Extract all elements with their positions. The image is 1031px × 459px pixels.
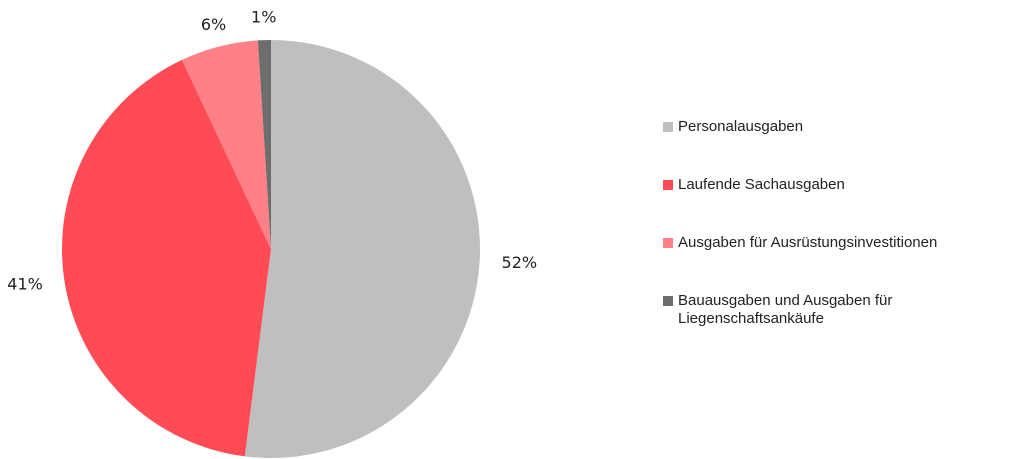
legend-label: Personalausgaben — [678, 118, 804, 135]
legend-item: Bauausgaben und Ausgaben für Liegenschaf… — [663, 292, 937, 350]
legend-swatch — [663, 238, 673, 248]
data-label: 1% — [251, 8, 276, 27]
legend: Personalausgaben Laufende Sachausgaben Aus… — [663, 118, 937, 350]
legend-swatch — [663, 296, 673, 306]
legend-item: Personalausgaben — [663, 118, 937, 176]
legend-item: Ausgaben für Ausrüstungsinvestitionen — [663, 234, 937, 292]
legend-swatch — [663, 180, 673, 190]
legend-swatch — [663, 122, 673, 132]
legend-label: Laufende Sachausgaben — [678, 176, 845, 193]
legend-label: Ausgaben für Ausrüstungsinvestitionen — [678, 234, 938, 251]
legend-label: Bauausgaben und Ausgaben für Liegenschaf… — [678, 292, 893, 327]
data-label: 52% — [502, 253, 538, 272]
pie-slice — [182, 40, 271, 249]
pie-slice — [257, 40, 271, 249]
pie-slice — [244, 40, 480, 458]
data-label: 6% — [201, 15, 226, 34]
legend-item: Laufende Sachausgaben — [663, 176, 937, 234]
pie-slice — [62, 59, 271, 457]
data-label: 41% — [7, 275, 43, 294]
